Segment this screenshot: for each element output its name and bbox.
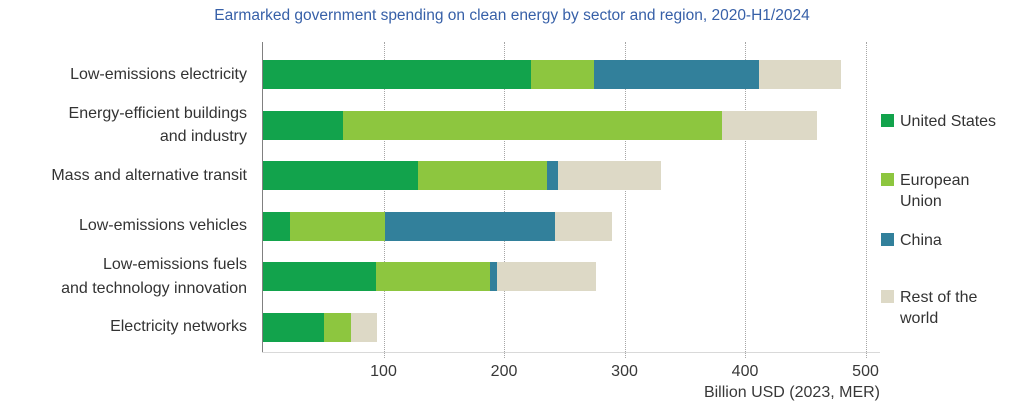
gridline [745, 42, 747, 358]
category-label: Low-emissions vehicles [78, 217, 247, 235]
bar-segment [324, 312, 351, 342]
bar-segment [554, 211, 613, 241]
bar-segment [342, 110, 723, 140]
bar-segment [722, 110, 818, 140]
bar-segment [558, 161, 661, 190]
x-tick-label: 500 [852, 363, 879, 380]
bar-segment [547, 161, 559, 190]
category-labels: Low-emissions electricity Energy-efficien… [0, 42, 255, 352]
bar-segment [759, 60, 842, 89]
x-tick-label: 400 [731, 363, 759, 380]
x-tick-label: 100 [370, 363, 397, 380]
bar-segment [384, 211, 555, 241]
bar-row [263, 60, 842, 89]
chart-title: Earmarked government spending on clean e… [214, 7, 810, 24]
plot-area [262, 42, 880, 358]
legend-swatch [881, 114, 894, 127]
bar-segment [263, 110, 343, 140]
legend-label: United States [900, 113, 997, 130]
category-label: Energy-efficient buildings and industry [68, 104, 247, 145]
bar-segment [263, 60, 531, 89]
bar-row [263, 110, 818, 140]
legend-item: European Union [881, 170, 1021, 212]
category-label: Mass and alternative transit [51, 166, 247, 184]
gridline [383, 42, 385, 358]
bar-row [263, 262, 596, 291]
x-axis-baseline [262, 352, 880, 353]
category-label: Electricity networks [110, 318, 247, 336]
category-label: Low-emissions electricity [70, 65, 247, 83]
bar-segment [350, 312, 378, 342]
bar-row [263, 211, 613, 241]
legend-swatch [881, 173, 894, 186]
bar-segment [263, 312, 325, 342]
category-label: Low-emissions fuels and technology innov… [61, 256, 247, 297]
legend-item: Rest of the world [881, 287, 1021, 329]
bar-segment [376, 262, 490, 291]
bar-segment [263, 161, 419, 190]
bar-segment [594, 60, 760, 89]
bar-row [263, 312, 378, 342]
bar-segment [263, 211, 290, 241]
gridline [865, 42, 867, 358]
y-axis-line [262, 42, 263, 352]
legend-label: China [900, 232, 942, 249]
bar-segment [263, 262, 377, 291]
bar-row [263, 161, 661, 190]
x-tick-label: 200 [490, 363, 518, 380]
legend-label: Rest of the world [900, 289, 978, 327]
legend-item: United States [881, 111, 1021, 132]
gridline [504, 42, 506, 358]
legend-item: China [881, 230, 1021, 251]
x-axis-ticks: 100 200 300 400 500 [263, 363, 880, 383]
legend: United States European Union China Rest of … [881, 111, 1021, 329]
legend-swatch [881, 290, 894, 303]
bar-segment [289, 211, 385, 241]
bar-segment [489, 262, 497, 291]
bar-segment [496, 262, 596, 291]
x-axis-label: Billion USD (2023, MER) [703, 384, 880, 401]
gridline [624, 42, 626, 358]
legend-label: European Union [900, 172, 970, 210]
bar-segment [530, 60, 595, 89]
legend-swatch [881, 233, 894, 246]
x-tick-label: 300 [611, 363, 638, 380]
bar-segment [418, 161, 548, 190]
